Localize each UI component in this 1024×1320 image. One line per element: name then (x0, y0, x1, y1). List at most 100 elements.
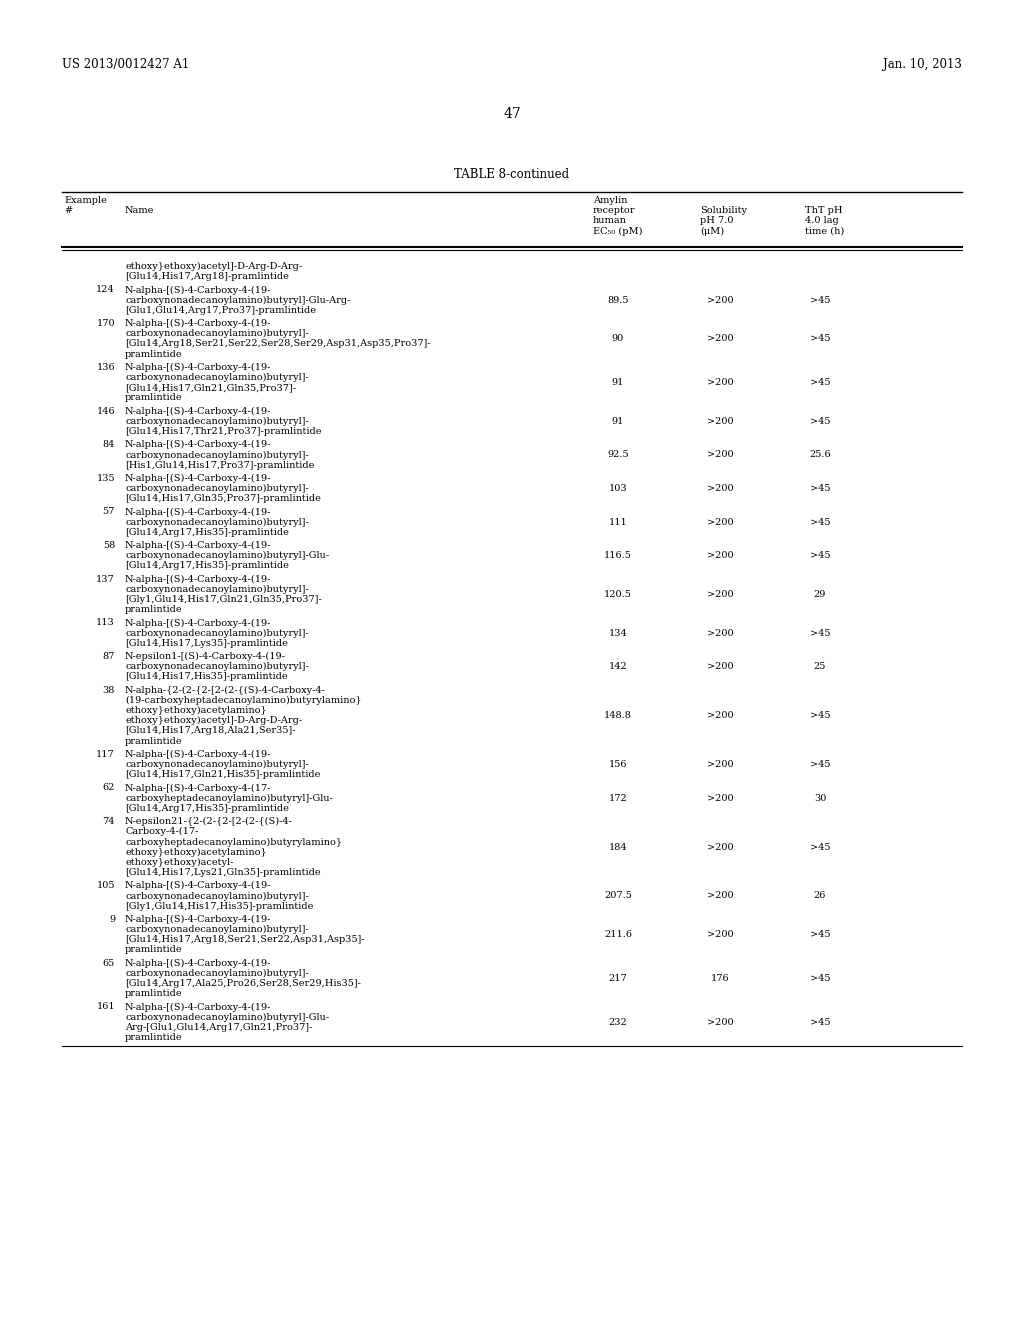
Text: [Glu14,His17,Lys21,Gln35]-pramlintide: [Glu14,His17,Lys21,Gln35]-pramlintide (125, 869, 321, 876)
Text: [Glu14,His17,Arg18]-pramlintide: [Glu14,His17,Arg18]-pramlintide (125, 272, 289, 281)
Text: EC₅₀ (pM): EC₅₀ (pM) (593, 227, 642, 236)
Text: (19-carboxyheptadecanoylamino)butyrylamino}: (19-carboxyheptadecanoylamino)butyrylami… (125, 696, 361, 705)
Text: 9: 9 (109, 915, 115, 924)
Text: Example: Example (63, 195, 106, 205)
Text: [Glu14,Arg17,His35]-pramlintide: [Glu14,Arg17,His35]-pramlintide (125, 561, 289, 570)
Text: carboxynonadecanoylamino)butyryl]-: carboxynonadecanoylamino)butyryl]- (125, 628, 309, 638)
Text: >45: >45 (810, 842, 830, 851)
Text: 29: 29 (814, 590, 826, 599)
Text: >200: >200 (707, 378, 733, 387)
Text: carboxynonadecanoylamino)butyryl]-: carboxynonadecanoylamino)butyryl]- (125, 760, 309, 770)
Text: Amylin: Amylin (593, 195, 628, 205)
Text: 92.5: 92.5 (607, 450, 629, 459)
Text: 207.5: 207.5 (604, 891, 632, 900)
Text: >45: >45 (810, 1018, 830, 1027)
Text: 103: 103 (608, 484, 628, 492)
Text: [Glu14,Arg17,Ala25,Pro26,Ser28,Ser29,His35]-: [Glu14,Arg17,Ala25,Pro26,Ser28,Ser29,His… (125, 979, 360, 987)
Text: 57: 57 (102, 507, 115, 516)
Text: TABLE 8-continued: TABLE 8-continued (455, 168, 569, 181)
Text: N-alpha-[(S)-4-Carboxy-4-(19-: N-alpha-[(S)-4-Carboxy-4-(19- (125, 882, 271, 890)
Text: [Glu14,His17,His35]-pramlintide: [Glu14,His17,His35]-pramlintide (125, 672, 288, 681)
Text: 124: 124 (96, 285, 115, 294)
Text: ethoxy}ethoxy)acetyl]-D-Arg-D-Arg-: ethoxy}ethoxy)acetyl]-D-Arg-D-Arg- (125, 261, 302, 271)
Text: [Gly1,Glu14,His17,His35]-pramlintide: [Gly1,Glu14,His17,His35]-pramlintide (125, 902, 313, 911)
Text: pramlintide: pramlintide (125, 350, 182, 359)
Text: [Glu14,Arg17,His35]-pramlintide: [Glu14,Arg17,His35]-pramlintide (125, 528, 289, 537)
Text: [Glu14,His17,Gln21,His35]-pramlintide: [Glu14,His17,Gln21,His35]-pramlintide (125, 770, 321, 779)
Text: >200: >200 (707, 517, 733, 527)
Text: ethoxy}ethoxy)acetyl-: ethoxy}ethoxy)acetyl- (125, 858, 233, 867)
Text: >45: >45 (810, 552, 830, 560)
Text: 134: 134 (608, 628, 628, 638)
Text: 211.6: 211.6 (604, 931, 632, 939)
Text: 146: 146 (96, 407, 115, 416)
Text: pramlintide: pramlintide (125, 605, 182, 614)
Text: carboxyheptadecanoylamino)butyryl]-Glu-: carboxyheptadecanoylamino)butyryl]-Glu- (125, 793, 333, 803)
Text: N-epsilon21-{2-(2-{2-[2-(2-{(S)-4-: N-epsilon21-{2-(2-{2-[2-(2-{(S)-4- (125, 817, 293, 826)
Text: 117: 117 (96, 750, 115, 759)
Text: time (h): time (h) (805, 227, 844, 235)
Text: >200: >200 (707, 1018, 733, 1027)
Text: 84: 84 (102, 440, 115, 449)
Text: >200: >200 (707, 891, 733, 900)
Text: >45: >45 (810, 484, 830, 492)
Text: [Glu14,His17,Arg18,Ala21,Ser35]-: [Glu14,His17,Arg18,Ala21,Ser35]- (125, 726, 296, 735)
Text: 25: 25 (814, 663, 826, 671)
Text: 89.5: 89.5 (607, 296, 629, 305)
Text: 156: 156 (608, 760, 628, 770)
Text: >200: >200 (707, 793, 733, 803)
Text: carboxynonadecanoylamino)butyryl]-: carboxynonadecanoylamino)butyryl]- (125, 374, 309, 381)
Text: Name: Name (125, 206, 155, 215)
Text: 116.5: 116.5 (604, 552, 632, 560)
Text: [Glu14,Arg18,Ser21,Ser22,Ser28,Ser29,Asp31,Asp35,Pro37]-: [Glu14,Arg18,Ser21,Ser22,Ser28,Ser29,Asp… (125, 339, 431, 348)
Text: carboxynonadecanoylamino)butyryl]-Glu-: carboxynonadecanoylamino)butyryl]-Glu- (125, 552, 329, 560)
Text: >200: >200 (707, 484, 733, 492)
Text: >45: >45 (810, 334, 830, 343)
Text: N-alpha-[(S)-4-Carboxy-4-(19-: N-alpha-[(S)-4-Carboxy-4-(19- (125, 474, 271, 483)
Text: carboxynonadecanoylamino)butyryl]-: carboxynonadecanoylamino)butyryl]- (125, 891, 309, 900)
Text: 148.8: 148.8 (604, 711, 632, 721)
Text: >200: >200 (707, 296, 733, 305)
Text: N-alpha-[(S)-4-Carboxy-4-(19-: N-alpha-[(S)-4-Carboxy-4-(19- (125, 541, 271, 550)
Text: carboxyheptadecanoylamino)butyrylamino}: carboxyheptadecanoylamino)butyrylamino} (125, 837, 342, 846)
Text: carboxynonadecanoylamino)butyryl]-: carboxynonadecanoylamino)butyryl]- (125, 517, 309, 527)
Text: N-alpha-[(S)-4-Carboxy-4-(19-: N-alpha-[(S)-4-Carboxy-4-(19- (125, 285, 271, 294)
Text: N-alpha-{2-(2-{2-[2-(2-{(S)-4-Carboxy-4-: N-alpha-{2-(2-{2-[2-(2-{(S)-4-Carboxy-4- (125, 685, 326, 694)
Text: #: # (63, 206, 72, 215)
Text: N-alpha-[(S)-4-Carboxy-4-(19-: N-alpha-[(S)-4-Carboxy-4-(19- (125, 319, 271, 329)
Text: 62: 62 (102, 783, 115, 792)
Text: 58: 58 (102, 541, 115, 550)
Text: carboxynonadecanoylamino)butyryl]-: carboxynonadecanoylamino)butyryl]- (125, 585, 309, 594)
Text: 38: 38 (102, 685, 115, 694)
Text: [His1,Glu14,His17,Pro37]-pramlintide: [His1,Glu14,His17,Pro37]-pramlintide (125, 461, 314, 470)
Text: 113: 113 (96, 618, 115, 627)
Text: [Glu1,Glu14,Arg17,Pro37]-pramlintide: [Glu1,Glu14,Arg17,Pro37]-pramlintide (125, 306, 316, 314)
Text: pramlintide: pramlintide (125, 393, 182, 403)
Text: ThT pH: ThT pH (805, 206, 843, 215)
Text: [Glu14,Arg17,His35]-pramlintide: [Glu14,Arg17,His35]-pramlintide (125, 804, 289, 813)
Text: N-alpha-[(S)-4-Carboxy-4-(19-: N-alpha-[(S)-4-Carboxy-4-(19- (125, 574, 271, 583)
Text: pramlintide: pramlintide (125, 737, 182, 746)
Text: pH 7.0: pH 7.0 (700, 216, 733, 226)
Text: 105: 105 (96, 882, 115, 890)
Text: carboxynonadecanoylamino)butyryl]-Glu-: carboxynonadecanoylamino)butyryl]-Glu- (125, 1012, 329, 1022)
Text: 135: 135 (96, 474, 115, 483)
Text: >200: >200 (707, 590, 733, 599)
Text: 74: 74 (102, 817, 115, 826)
Text: N-alpha-[(S)-4-Carboxy-4-(19-: N-alpha-[(S)-4-Carboxy-4-(19- (125, 440, 271, 449)
Text: [Glu14,His17,Gln35,Pro37]-pramlintide: [Glu14,His17,Gln35,Pro37]-pramlintide (125, 494, 321, 503)
Text: carboxynonadecanoylamino)butyryl]-: carboxynonadecanoylamino)butyryl]- (125, 969, 309, 978)
Text: >45: >45 (810, 378, 830, 387)
Text: >200: >200 (707, 450, 733, 459)
Text: 142: 142 (608, 663, 628, 671)
Text: Jan. 10, 2013: Jan. 10, 2013 (883, 58, 962, 71)
Text: US 2013/0012427 A1: US 2013/0012427 A1 (62, 58, 189, 71)
Text: >45: >45 (810, 974, 830, 983)
Text: N-alpha-[(S)-4-Carboxy-4-(19-: N-alpha-[(S)-4-Carboxy-4-(19- (125, 407, 271, 416)
Text: N-alpha-[(S)-4-Carboxy-4-(19-: N-alpha-[(S)-4-Carboxy-4-(19- (125, 618, 271, 627)
Text: carboxynonadecanoylamino)butyryl]-: carboxynonadecanoylamino)butyryl]- (125, 925, 309, 935)
Text: >45: >45 (810, 760, 830, 770)
Text: 170: 170 (96, 319, 115, 327)
Text: Carboxy-4-(17-: Carboxy-4-(17- (125, 828, 199, 837)
Text: 91: 91 (611, 378, 625, 387)
